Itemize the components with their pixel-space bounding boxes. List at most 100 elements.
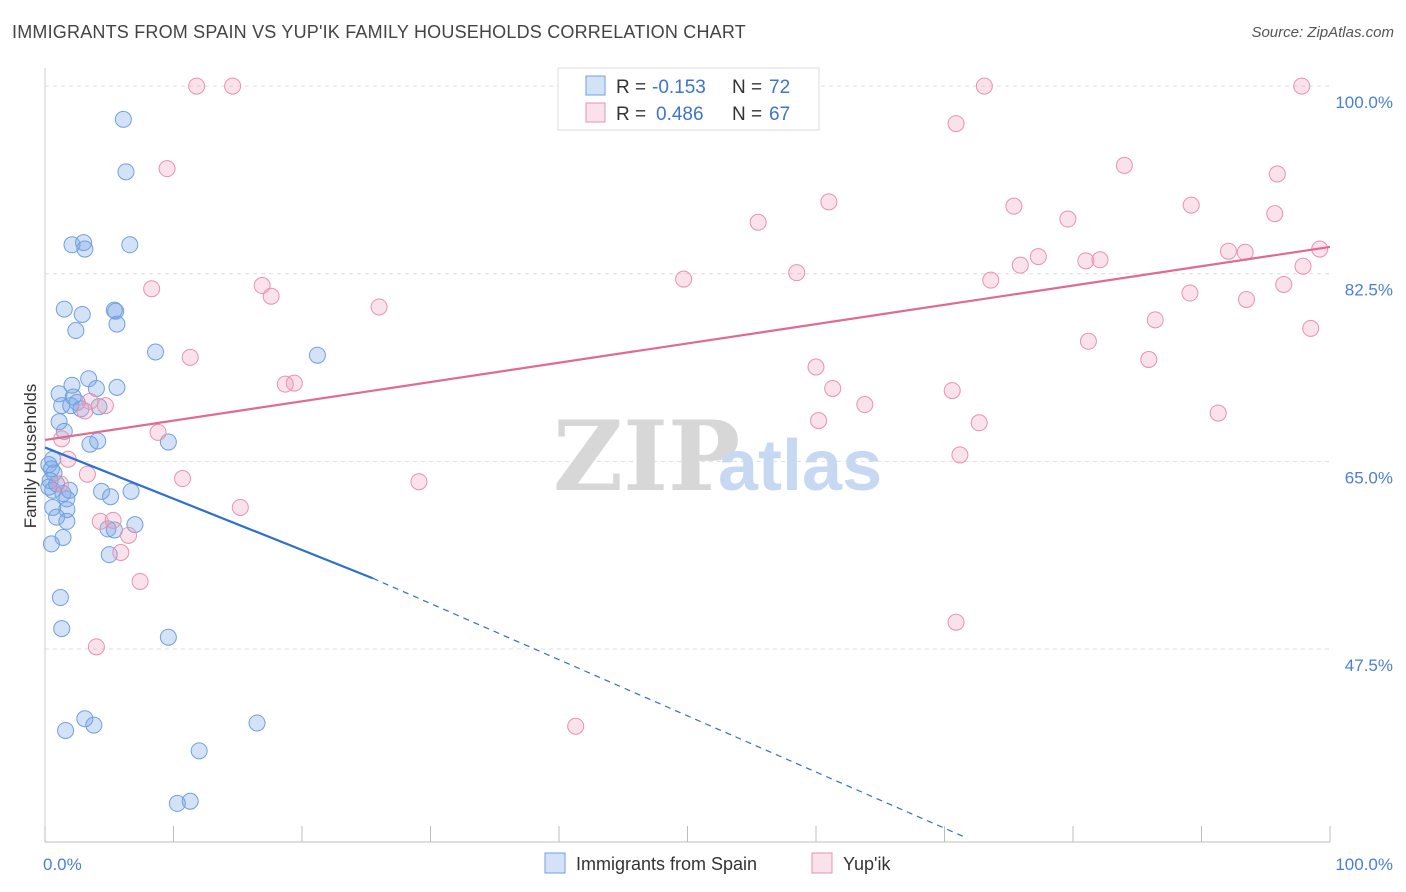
point-pink-41: [943, 382, 961, 400]
point-pink-3: [1293, 77, 1311, 95]
point-pink-7: [1268, 165, 1286, 183]
point-blue-0: [114, 110, 132, 128]
point-blue-12: [147, 343, 165, 361]
point-blue-4: [76, 240, 94, 258]
point-blue-25: [50, 413, 68, 431]
legend-swatch-blue: [585, 75, 606, 96]
point-pink-49: [149, 423, 167, 441]
point-pink-16: [1077, 252, 1095, 270]
y-tick-label-2: 65.0%: [1345, 468, 1393, 487]
point-pink-27: [143, 280, 161, 298]
point-pink-37: [807, 358, 825, 376]
point-blue-63: [181, 792, 199, 810]
bottom-legend-swatch-yupik: [811, 852, 833, 874]
point-pink-18: [1219, 242, 1237, 260]
point-blue-13: [308, 346, 326, 364]
legend-n-label-blue: N =: [732, 77, 762, 98]
point-blue-44: [44, 498, 62, 516]
point-blue-52: [42, 535, 60, 553]
y-tick-label-3: 47.5%: [1345, 656, 1393, 675]
point-pink-23: [982, 271, 1000, 289]
point-blue-28: [81, 435, 99, 453]
watermark-zip: ZIP: [553, 400, 740, 513]
point-blue-47: [58, 512, 76, 530]
point-blue-61: [190, 742, 208, 760]
point-pink-48: [970, 414, 988, 432]
point-pink-47: [810, 412, 828, 430]
point-pink-42: [856, 396, 874, 414]
y-tick-label-0: 100.0%: [1335, 93, 1393, 112]
point-pink-30: [1237, 290, 1255, 308]
point-blue-57: [76, 710, 94, 728]
legend-n-label-pink: N =: [732, 104, 762, 125]
y-tick-labels: 100.0% 82.5% 65.0% 47.5%: [1335, 93, 1393, 675]
point-blue-54: [51, 589, 69, 607]
point-pink-63: [947, 613, 965, 631]
y-axis-label: Family Households: [21, 384, 40, 529]
point-pink-59: [104, 511, 122, 529]
point-pink-8: [1005, 197, 1023, 215]
point-pink-29: [1181, 284, 1199, 302]
point-blue-6: [55, 300, 73, 318]
x-tick-label-0: 0.0%: [43, 855, 82, 874]
point-pink-28: [262, 287, 280, 305]
point-blue-11: [67, 322, 85, 340]
point-blue-3: [75, 234, 93, 252]
point-pink-22: [788, 264, 806, 282]
point-pink-57: [231, 498, 249, 516]
x-tick-labels: 0.0% 100.0%: [43, 855, 1393, 874]
chart-title: IMMIGRANTS FROM SPAIN VS YUP'IK FAMILY H…: [12, 22, 746, 42]
y-tick-label-1: 82.5%: [1345, 281, 1393, 300]
point-pink-21: [1294, 257, 1312, 275]
point-pink-5: [158, 160, 176, 178]
point-pink-24: [675, 270, 693, 288]
point-pink-61: [112, 544, 130, 561]
point-blue-41: [93, 482, 111, 500]
point-pink-13: [749, 213, 767, 231]
point-pink-35: [1140, 351, 1158, 368]
point-pink-10: [1182, 196, 1200, 214]
point-pink-0: [188, 77, 206, 95]
point-pink-9: [1059, 210, 1077, 228]
point-pink-53: [78, 465, 96, 483]
point-pink-15: [1029, 248, 1047, 266]
point-pink-64: [87, 638, 105, 656]
point-blue-24: [90, 398, 108, 416]
point-pink-6: [1115, 156, 1133, 174]
point-pink-2: [975, 77, 993, 95]
point-blue-8: [107, 302, 125, 320]
point-pink-40: [824, 379, 842, 397]
bottom-legend-swatch-spain: [544, 852, 566, 874]
point-blue-7: [73, 305, 91, 323]
axes: [44, 68, 1331, 843]
point-pink-46: [1209, 404, 1227, 422]
point-pink-58: [91, 512, 109, 530]
bottom-legend: Immigrants from Spain Yup'ik: [544, 852, 891, 874]
stats-legend-box: [557, 67, 820, 131]
bottom-legend-label-spain: Immigrants from Spain: [576, 854, 757, 874]
point-pink-12: [820, 193, 838, 211]
point-blue-56: [159, 628, 177, 646]
legend-n-value-blue: 72: [769, 77, 790, 98]
legend-r-label-blue: R =: [616, 77, 646, 98]
point-blue-23: [53, 397, 71, 415]
point-pink-1: [224, 77, 242, 95]
point-blue-46: [48, 508, 66, 526]
point-pink-38: [285, 374, 303, 392]
point-blue-42: [102, 488, 120, 506]
watermark-atlas: atlas: [718, 426, 882, 506]
point-blue-59: [248, 714, 266, 732]
point-pink-65: [567, 717, 585, 735]
point-blue-10: [108, 315, 126, 333]
point-pink-60: [120, 526, 138, 544]
watermark: ZIP atlas: [553, 400, 882, 513]
point-pink-17: [1091, 251, 1109, 269]
point-blue-62: [168, 794, 186, 812]
bottom-legend-label-yupik: Yup'ik: [843, 854, 891, 874]
trend-line-blue: [44, 446, 374, 580]
legend-swatch-pink: [585, 102, 606, 123]
point-pink-44: [96, 397, 114, 415]
point-pink-39: [276, 375, 294, 393]
legend-r-value-pink: 0.486: [656, 104, 704, 125]
